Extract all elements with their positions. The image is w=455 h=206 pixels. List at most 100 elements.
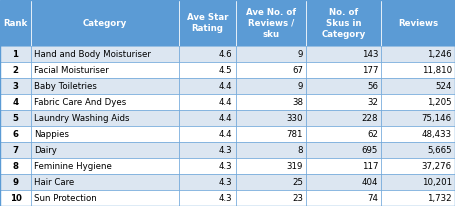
Text: 228: 228	[362, 114, 378, 123]
Text: 4.4: 4.4	[219, 114, 233, 123]
Text: 37,276: 37,276	[422, 162, 452, 171]
Bar	[31, 94, 179, 110]
Bar	[236, 142, 306, 158]
Text: 1,246: 1,246	[427, 50, 452, 59]
Text: 23: 23	[292, 193, 303, 202]
Bar	[306, 78, 381, 94]
Bar	[381, 94, 455, 110]
Text: 5: 5	[13, 114, 18, 123]
Text: Fabric Care And Dyes: Fabric Care And Dyes	[34, 98, 126, 107]
Text: 4.4: 4.4	[219, 130, 233, 139]
Bar	[381, 46, 455, 62]
Text: 177: 177	[362, 66, 378, 75]
Bar	[236, 190, 306, 206]
Text: Nappies: Nappies	[34, 130, 69, 139]
Bar	[0, 158, 31, 174]
Bar	[306, 126, 381, 142]
Text: No. of
Skus in
Category: No. of Skus in Category	[322, 8, 366, 39]
Bar	[236, 46, 306, 62]
Text: Ave Star
Rating: Ave Star Rating	[187, 13, 228, 33]
Bar	[179, 110, 236, 126]
Bar	[236, 0, 306, 46]
Bar	[179, 174, 236, 190]
Bar	[236, 110, 306, 126]
Text: Rank: Rank	[3, 19, 28, 28]
Text: 56: 56	[367, 82, 378, 91]
Bar	[31, 62, 179, 78]
Bar	[31, 190, 179, 206]
Bar	[0, 174, 31, 190]
Bar	[306, 94, 381, 110]
Bar	[306, 190, 381, 206]
Bar	[306, 174, 381, 190]
Bar	[0, 110, 31, 126]
Bar	[0, 46, 31, 62]
Text: 4.4: 4.4	[219, 98, 233, 107]
Bar	[0, 142, 31, 158]
Text: 3: 3	[12, 82, 19, 91]
Text: 10: 10	[10, 193, 21, 202]
Bar	[381, 110, 455, 126]
Text: 9: 9	[12, 178, 19, 187]
Bar	[381, 142, 455, 158]
Text: 4.4: 4.4	[219, 82, 233, 91]
Text: 143: 143	[362, 50, 378, 59]
Bar	[179, 158, 236, 174]
Text: 32: 32	[367, 98, 378, 107]
Bar	[179, 0, 236, 46]
Bar	[306, 46, 381, 62]
Text: 9: 9	[298, 50, 303, 59]
Bar	[31, 158, 179, 174]
Bar	[306, 158, 381, 174]
Bar	[381, 158, 455, 174]
Bar	[179, 78, 236, 94]
Text: 695: 695	[362, 146, 378, 155]
Bar	[306, 0, 381, 46]
Bar	[236, 94, 306, 110]
Bar	[381, 190, 455, 206]
Bar	[31, 142, 179, 158]
Text: Sun Protection: Sun Protection	[34, 193, 97, 202]
Text: 4: 4	[12, 98, 19, 107]
Text: 4.3: 4.3	[219, 178, 233, 187]
Text: 1,205: 1,205	[427, 98, 452, 107]
Text: Hair Care: Hair Care	[34, 178, 74, 187]
Text: 7: 7	[12, 146, 19, 155]
Text: 48,433: 48,433	[422, 130, 452, 139]
Text: 8: 8	[298, 146, 303, 155]
Text: Category: Category	[83, 19, 127, 28]
Bar	[0, 94, 31, 110]
Text: Baby Toiletries: Baby Toiletries	[34, 82, 97, 91]
Bar	[31, 0, 179, 46]
Text: 4.3: 4.3	[219, 162, 233, 171]
Text: Laundry Washing Aids: Laundry Washing Aids	[34, 114, 130, 123]
Text: 74: 74	[367, 193, 378, 202]
Bar	[0, 0, 31, 46]
Text: 1: 1	[12, 50, 19, 59]
Text: 8: 8	[12, 162, 19, 171]
Text: Feminine Hygiene: Feminine Hygiene	[34, 162, 112, 171]
Text: 4.3: 4.3	[219, 193, 233, 202]
Text: 319: 319	[287, 162, 303, 171]
Text: 10,201: 10,201	[422, 178, 452, 187]
Bar	[381, 174, 455, 190]
Text: 4.6: 4.6	[219, 50, 233, 59]
Text: 4.5: 4.5	[219, 66, 233, 75]
Text: 524: 524	[435, 82, 452, 91]
Bar	[236, 78, 306, 94]
Text: 4.3: 4.3	[219, 146, 233, 155]
Bar	[306, 110, 381, 126]
Text: 9: 9	[298, 82, 303, 91]
Text: 1,732: 1,732	[427, 193, 452, 202]
Text: 67: 67	[292, 66, 303, 75]
Bar	[179, 62, 236, 78]
Bar	[236, 174, 306, 190]
Bar	[381, 0, 455, 46]
Text: 404: 404	[362, 178, 378, 187]
Text: 2: 2	[12, 66, 19, 75]
Text: 11,810: 11,810	[422, 66, 452, 75]
Text: 330: 330	[287, 114, 303, 123]
Bar	[0, 78, 31, 94]
Bar	[306, 142, 381, 158]
Text: 6: 6	[12, 130, 19, 139]
